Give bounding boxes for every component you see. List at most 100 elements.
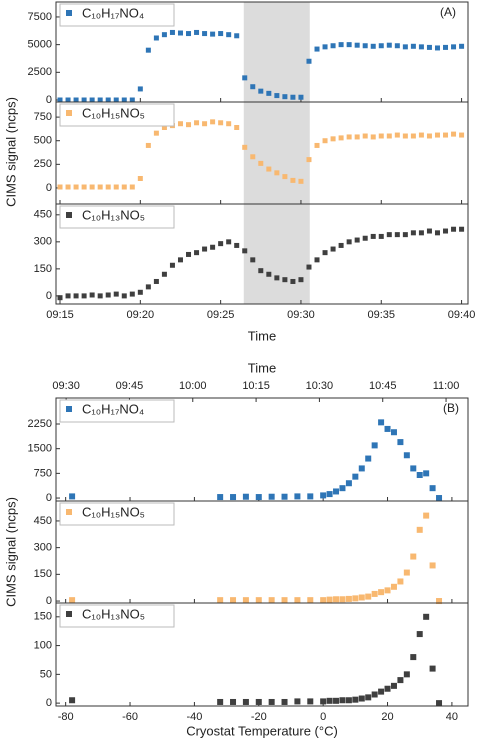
y-tick-label: 0 bbox=[46, 697, 52, 709]
data-point bbox=[81, 184, 87, 190]
data-point bbox=[290, 278, 296, 284]
data-point bbox=[218, 120, 224, 126]
x2-axis-label: Time bbox=[248, 360, 276, 375]
data-point bbox=[113, 97, 119, 103]
x-tick-label: 20 bbox=[381, 711, 393, 723]
data-point bbox=[371, 442, 378, 449]
data-point bbox=[403, 452, 410, 459]
data-point bbox=[418, 132, 424, 138]
data-point bbox=[226, 239, 232, 245]
y-tick-label: 0 bbox=[46, 94, 52, 106]
data-point bbox=[346, 42, 352, 48]
data-point bbox=[218, 241, 224, 247]
data-point bbox=[333, 488, 340, 495]
data-point bbox=[410, 553, 417, 560]
y-tick-label: 250 bbox=[34, 158, 52, 170]
data-point bbox=[282, 94, 288, 100]
data-point bbox=[390, 682, 397, 689]
data-point bbox=[97, 293, 103, 299]
data-point bbox=[370, 134, 376, 140]
data-point bbox=[362, 43, 368, 49]
data-point bbox=[194, 29, 200, 35]
data-point bbox=[426, 44, 432, 50]
x-tick-label: 09:20 bbox=[127, 309, 155, 321]
data-point bbox=[105, 292, 111, 298]
legend-marker bbox=[66, 509, 72, 515]
data-point bbox=[333, 596, 340, 603]
data-point bbox=[352, 473, 359, 480]
data-point bbox=[365, 455, 372, 462]
data-point bbox=[81, 293, 87, 299]
data-point bbox=[386, 133, 392, 139]
y-tick-label: 0 bbox=[46, 182, 52, 194]
panel-label: (B) bbox=[443, 401, 459, 415]
data-point bbox=[345, 697, 352, 704]
data-point bbox=[105, 184, 111, 190]
data-point bbox=[69, 597, 76, 604]
legend-box bbox=[59, 3, 175, 27]
data-point bbox=[423, 470, 430, 477]
shaded-region bbox=[243, 2, 310, 304]
data-point bbox=[402, 232, 408, 238]
data-point bbox=[255, 597, 262, 604]
data-point bbox=[65, 293, 71, 299]
data-point bbox=[274, 275, 280, 281]
data-point bbox=[137, 86, 143, 92]
data-point bbox=[266, 271, 272, 277]
data-point bbox=[386, 232, 392, 238]
data-point bbox=[226, 32, 232, 38]
data-point bbox=[266, 90, 272, 96]
data-point bbox=[384, 425, 391, 432]
y-tick-label: 2250 bbox=[28, 418, 52, 430]
legend-marker bbox=[66, 611, 72, 617]
data-point bbox=[307, 597, 314, 604]
data-point bbox=[145, 284, 151, 290]
data-point bbox=[423, 613, 430, 620]
data-point bbox=[234, 242, 240, 248]
legend-label: C₁₀H₁₅NO₅ bbox=[82, 504, 145, 519]
data-point bbox=[320, 597, 327, 604]
data-point bbox=[320, 698, 327, 705]
data-point bbox=[354, 42, 360, 48]
data-point bbox=[354, 237, 360, 243]
data-point bbox=[358, 695, 365, 702]
y-tick-label: 450 bbox=[34, 515, 52, 527]
data-point bbox=[346, 134, 352, 140]
data-point bbox=[426, 133, 432, 139]
data-point bbox=[326, 596, 333, 603]
data-point bbox=[268, 597, 275, 604]
data-point bbox=[73, 97, 79, 103]
data-point bbox=[390, 429, 397, 436]
data-point bbox=[345, 480, 352, 487]
data-point bbox=[266, 166, 272, 172]
data-point bbox=[129, 184, 135, 190]
data-point bbox=[358, 594, 365, 601]
data-point bbox=[418, 230, 424, 236]
data-point bbox=[202, 31, 208, 37]
data-point bbox=[365, 694, 372, 701]
data-point bbox=[290, 94, 296, 100]
data-point bbox=[436, 495, 443, 502]
data-point bbox=[282, 277, 288, 283]
data-point bbox=[153, 35, 159, 41]
y-tick-label: 150 bbox=[34, 263, 52, 275]
data-point bbox=[177, 121, 183, 127]
legend-label: C₁₀H₁₇NO₄ bbox=[82, 5, 144, 20]
data-point bbox=[268, 698, 275, 705]
data-point bbox=[378, 589, 385, 596]
x-tick-label: 0 bbox=[320, 711, 326, 723]
data-point bbox=[105, 97, 111, 103]
data-point bbox=[73, 184, 79, 190]
x2-tick-label: 11:00 bbox=[433, 380, 460, 392]
data-point bbox=[386, 42, 392, 48]
data-point bbox=[434, 132, 440, 138]
data-point bbox=[397, 578, 404, 585]
legend-box bbox=[59, 103, 175, 127]
data-point bbox=[394, 43, 400, 49]
y-tick-label: 0 bbox=[46, 492, 52, 504]
data-point bbox=[210, 119, 216, 125]
data-point bbox=[281, 698, 288, 705]
x-axis-label: Time bbox=[248, 328, 276, 343]
data-point bbox=[97, 97, 103, 103]
data-point bbox=[378, 233, 384, 239]
